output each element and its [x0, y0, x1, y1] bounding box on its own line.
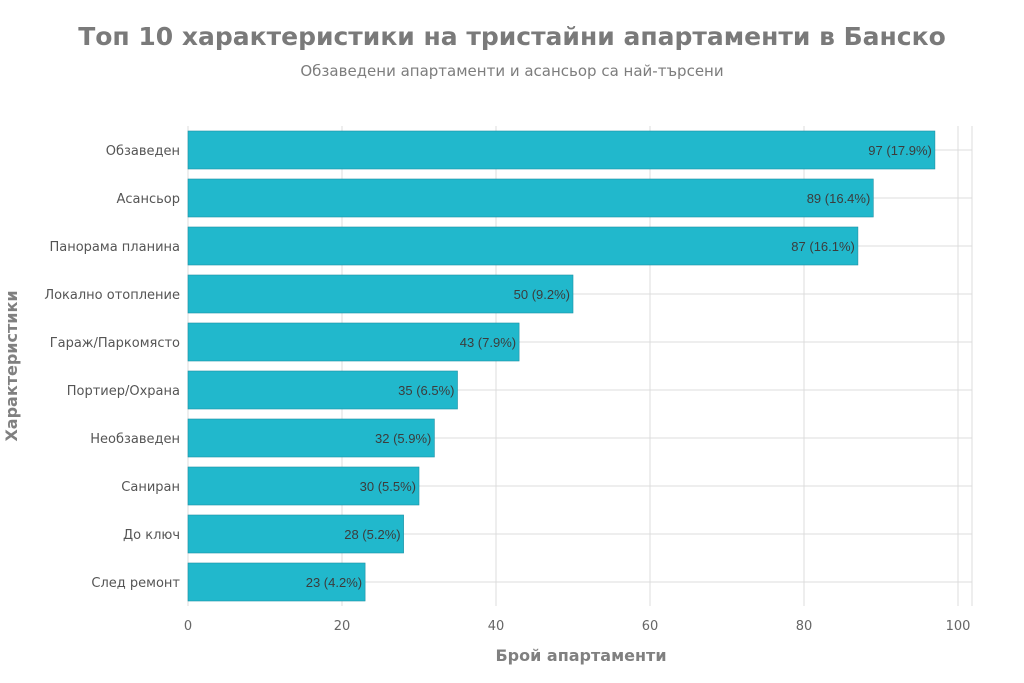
bar: [187, 466, 420, 506]
data-label: 28 (5.2%): [344, 527, 400, 542]
bar: [187, 562, 366, 602]
category-label: След ремонт: [91, 576, 180, 591]
x-tick-label: 40: [488, 619, 505, 634]
category-label: Локално отопление: [44, 288, 180, 303]
category-label: Необзаведен: [90, 432, 180, 447]
data-label: 30 (5.5%): [360, 479, 416, 494]
bar: [187, 514, 404, 554]
category-label: Гараж/Паркомясто: [50, 336, 180, 351]
data-label: 97 (17.9%): [868, 143, 932, 158]
data-label: 50 (9.2%): [514, 287, 570, 302]
category-label: Панорама планина: [49, 240, 180, 255]
category-label: Портиер/Охрана: [67, 384, 180, 399]
x-tick-label: 80: [796, 619, 813, 634]
x-tick-label: 0: [184, 619, 192, 634]
bar: [187, 370, 458, 410]
category-label: Обзаведен: [106, 144, 180, 159]
x-axis-title: Брой апартаменти: [495, 646, 666, 665]
bars: [187, 130, 936, 602]
bar: [187, 130, 936, 170]
data-labels: 97 (17.9%) 89 (16.4%) 87 (16.1%) 50 (9.2%) 4…: [306, 143, 932, 590]
x-tick-label: 100: [946, 619, 971, 634]
y-axis-title: Характеристики: [2, 290, 21, 441]
data-label: 87 (16.1%): [791, 239, 855, 254]
x-tick-labels: 0 20 40 60 80 100: [184, 619, 971, 634]
x-tick-label: 60: [642, 619, 659, 634]
bar: [187, 322, 520, 362]
bar: [187, 418, 435, 458]
chart-title: Топ 10 характеристики на тристайни апарт…: [78, 22, 946, 51]
data-label: 35 (6.5%): [398, 383, 454, 398]
category-label: Асансьор: [116, 192, 180, 207]
bar: [187, 178, 874, 218]
data-label: 23 (4.2%): [306, 575, 362, 590]
category-label: До ключ: [123, 528, 180, 543]
category-label: Саниран: [121, 480, 180, 495]
x-tick-label: 20: [334, 619, 351, 634]
data-label: 43 (7.9%): [460, 335, 516, 350]
chart-subtitle: Обзаведени апартаменти и асансьор са най…: [300, 62, 723, 80]
bar: [187, 226, 859, 266]
category-labels: Обзаведен Асансьор Панорама планина Локално…: [44, 144, 180, 591]
bar: [187, 274, 574, 314]
data-label: 89 (16.4%): [807, 191, 871, 206]
data-label: 32 (5.9%): [375, 431, 431, 446]
